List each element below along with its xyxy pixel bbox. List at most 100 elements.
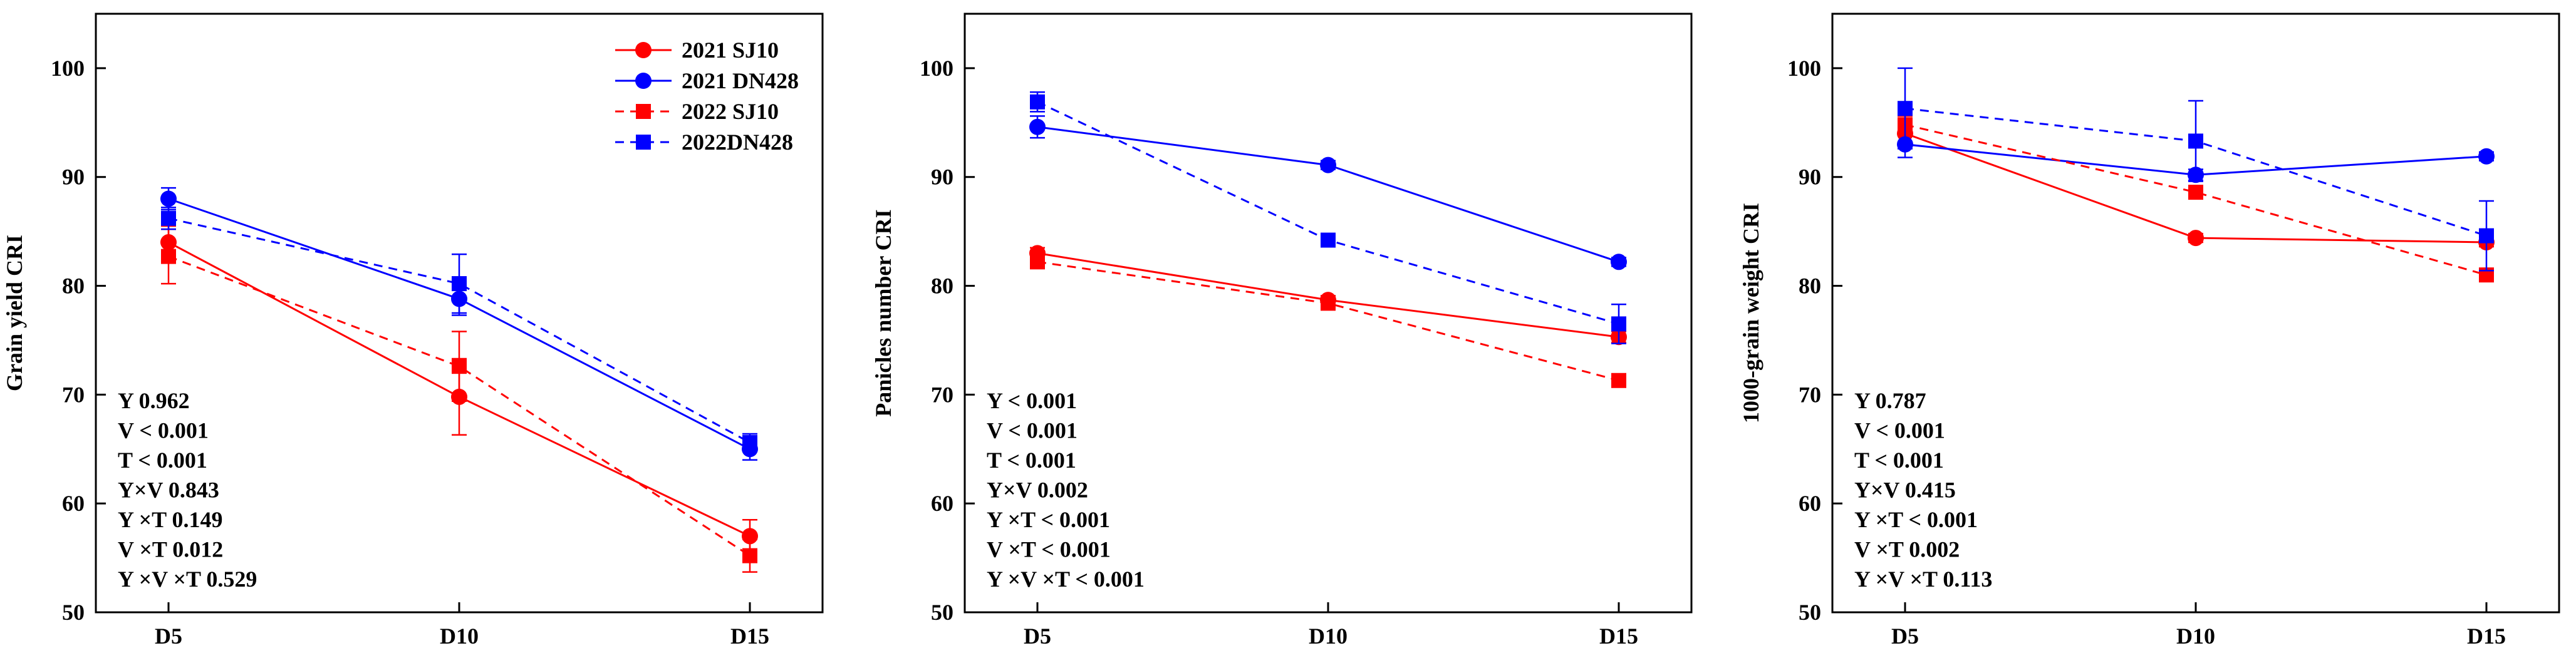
x-tick-label: D5 xyxy=(1024,624,1051,649)
data-point xyxy=(160,190,177,207)
stat-line: V < 0.001 xyxy=(118,418,209,443)
y-axis-title: 1000-grain weight CRI xyxy=(1738,203,1763,423)
stat-line: T < 0.001 xyxy=(1854,448,1944,473)
stat-line: V < 0.001 xyxy=(1854,418,1945,443)
stat-line: Y ×V ×T 0.113 xyxy=(1854,567,1992,592)
y-tick-label: 100 xyxy=(51,56,85,81)
y-tick-label: 90 xyxy=(62,165,85,190)
y-tick-label: 60 xyxy=(62,491,85,516)
x-tick-label: D10 xyxy=(440,624,479,649)
stat-line: V < 0.001 xyxy=(987,418,1078,443)
legend-marker xyxy=(635,42,652,58)
y-tick-label: 60 xyxy=(1799,491,1821,516)
stat-line: V ×T < 0.001 xyxy=(987,537,1111,562)
data-point xyxy=(452,359,467,374)
y-tick-label: 50 xyxy=(931,600,953,625)
data-point xyxy=(1321,232,1336,248)
y-tick-label: 70 xyxy=(931,382,953,407)
x-tick-label: D10 xyxy=(1309,624,1348,649)
data-point xyxy=(2188,230,2204,247)
stat-line: Y ×V ×T 0.529 xyxy=(118,567,257,592)
series-2021-sj10 xyxy=(1029,245,1627,346)
stat-line: Y 0.962 xyxy=(118,388,190,413)
stat-line: T < 0.001 xyxy=(118,448,207,473)
data-point xyxy=(742,528,758,545)
y-tick-label: 90 xyxy=(1799,165,1821,190)
series-line xyxy=(1037,260,1619,382)
chart-panel-2: 50 60 70 80 90 100 D5 D10 D15 Panicles number CRI… xyxy=(871,13,1693,649)
stat-line: T < 0.001 xyxy=(987,448,1076,473)
y-tick-label: 100 xyxy=(1787,56,1821,81)
stat-line: Y ×T < 0.001 xyxy=(1854,507,1978,532)
stat-line: V ×T 0.002 xyxy=(1854,537,1960,562)
stat-line: Y×V 0.843 xyxy=(118,478,219,503)
y-axis-title: Grain yield CRI xyxy=(2,235,27,391)
y-tick-label: 70 xyxy=(1799,382,1821,407)
chart-panel-3: 50 60 70 80 90 100 D5 D10 D15 1000-grain weight C… xyxy=(1738,13,2560,649)
data-point xyxy=(1321,296,1336,311)
y-tick-label: 80 xyxy=(931,274,953,299)
x-tick-label: D15 xyxy=(2467,624,2506,649)
series-2022-sj10 xyxy=(161,228,757,573)
legend-marker xyxy=(636,135,651,150)
data-point xyxy=(1898,101,1913,116)
legend-marker xyxy=(635,73,652,89)
chart-panel-1: 50 60 70 80 90 100 D5 D10 D15 Grain yield CRI Y 0.… xyxy=(2,13,824,649)
series-2022-sj10 xyxy=(1030,254,1626,388)
data-point xyxy=(1611,254,1627,270)
series-2022dn428 xyxy=(1030,91,1626,344)
x-tick-label: D15 xyxy=(1599,624,1638,649)
data-point xyxy=(161,210,176,226)
series-line xyxy=(168,255,750,557)
y-tick-label: 70 xyxy=(62,382,85,407)
legend-label: 2022 SJ10 xyxy=(682,99,779,124)
data-point xyxy=(1611,373,1626,388)
y-tick-label: 100 xyxy=(920,56,953,81)
series-2022dn428 xyxy=(161,207,757,452)
data-point xyxy=(2479,228,2494,244)
stat-line: V ×T 0.012 xyxy=(118,537,223,562)
y-axis-title: Panicles number CRI xyxy=(871,209,896,416)
stat-line: Y×V 0.002 xyxy=(987,478,1088,503)
data-point xyxy=(742,548,757,563)
legend: 2021 SJ10 2021 DN428 2022 SJ10 2022DN428 xyxy=(615,38,799,155)
stat-line: Y ×V ×T < 0.001 xyxy=(987,567,1145,592)
stat-line: Y×V 0.415 xyxy=(1854,478,1956,503)
y-tick-label: 50 xyxy=(1799,600,1821,625)
series-2021-dn428 xyxy=(1029,115,1627,270)
data-point xyxy=(2188,133,2203,149)
data-point xyxy=(1030,254,1045,270)
y-tick-label: 50 xyxy=(62,600,85,625)
y-tick-label: 90 xyxy=(931,165,953,190)
x-tick-label: D5 xyxy=(1891,624,1919,649)
stat-line: Y 0.787 xyxy=(1854,388,1926,413)
series-2022dn428 xyxy=(1898,67,2494,272)
series-line xyxy=(1037,101,1619,325)
stat-line: Y ×T 0.149 xyxy=(118,507,223,532)
stat-line: Y ×T < 0.001 xyxy=(987,507,1110,532)
stat-line: Y < 0.001 xyxy=(987,388,1077,413)
legend-label: 2021 SJ10 xyxy=(682,38,779,63)
x-tick-label: D10 xyxy=(2176,624,2215,649)
data-point xyxy=(1030,94,1045,110)
data-point xyxy=(2188,185,2203,200)
data-point xyxy=(161,249,176,264)
data-point xyxy=(742,434,757,450)
data-point xyxy=(452,276,467,292)
x-tick-label: D5 xyxy=(155,624,182,649)
legend-label: 2021 DN428 xyxy=(682,68,799,93)
y-tick-label: 80 xyxy=(1799,274,1821,299)
series-line xyxy=(1904,123,2487,276)
y-tick-label: 60 xyxy=(931,491,953,516)
data-point xyxy=(2478,148,2495,165)
series-line xyxy=(168,217,750,444)
legend-label: 2022DN428 xyxy=(682,130,793,155)
x-tick-label: D15 xyxy=(730,624,769,649)
data-point xyxy=(1611,316,1626,332)
y-tick-label: 80 xyxy=(62,274,85,299)
legend-marker xyxy=(636,104,651,119)
data-point xyxy=(1029,118,1046,135)
data-point xyxy=(1320,157,1336,173)
